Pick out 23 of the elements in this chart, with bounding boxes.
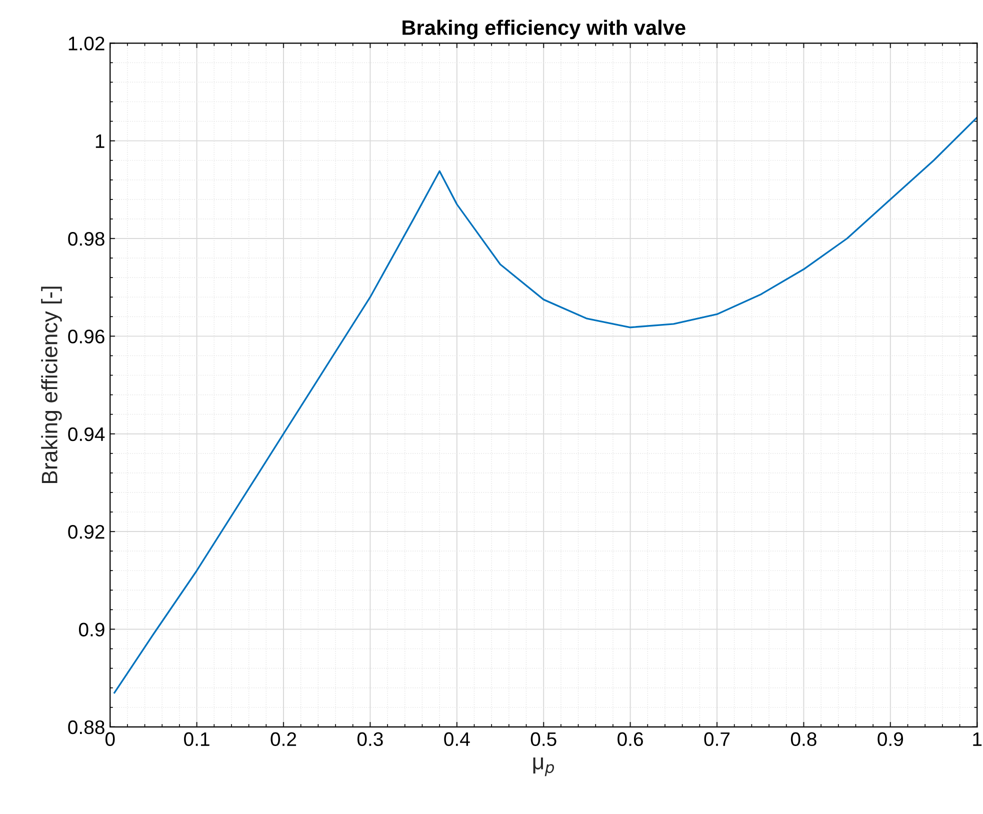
- x-tick-label: 0.5: [530, 732, 556, 746]
- x-tick-label: 0.3: [357, 732, 383, 746]
- y-tick-label: 0.88: [68, 720, 104, 734]
- x-tick-label: 0.6: [618, 732, 643, 746]
- x-tick-label: 0.2: [270, 732, 296, 746]
- y-axis-title: Braking efficiency [-]: [41, 286, 62, 484]
- x-tick-label: 0.8: [790, 732, 816, 746]
- y-tick-label: 0.98: [68, 232, 104, 246]
- y-tick-label: 0.9: [78, 622, 104, 636]
- chart-title: Braking efficiency with valve: [402, 20, 686, 40]
- x-tick-label: 0.1: [184, 732, 210, 746]
- y-tick-label: 0.96: [68, 330, 104, 344]
- x-axis-title: μ$_{p}$: [533, 757, 554, 776]
- y-tick-label: 0.92: [68, 525, 104, 539]
- x-tick-label: 0.4: [444, 732, 470, 746]
- x-tick-label: 1: [973, 732, 982, 746]
- line-series: [114, 116, 978, 694]
- x-tick-label: 0.7: [704, 732, 730, 746]
- y-tick-label: 1.02: [68, 36, 104, 50]
- y-tick-label: 1: [96, 134, 104, 148]
- x-tick-label: 0: [105, 732, 115, 746]
- y-tick-label: 0.94: [68, 427, 105, 442]
- x-tick-label: 0.9: [878, 732, 903, 746]
